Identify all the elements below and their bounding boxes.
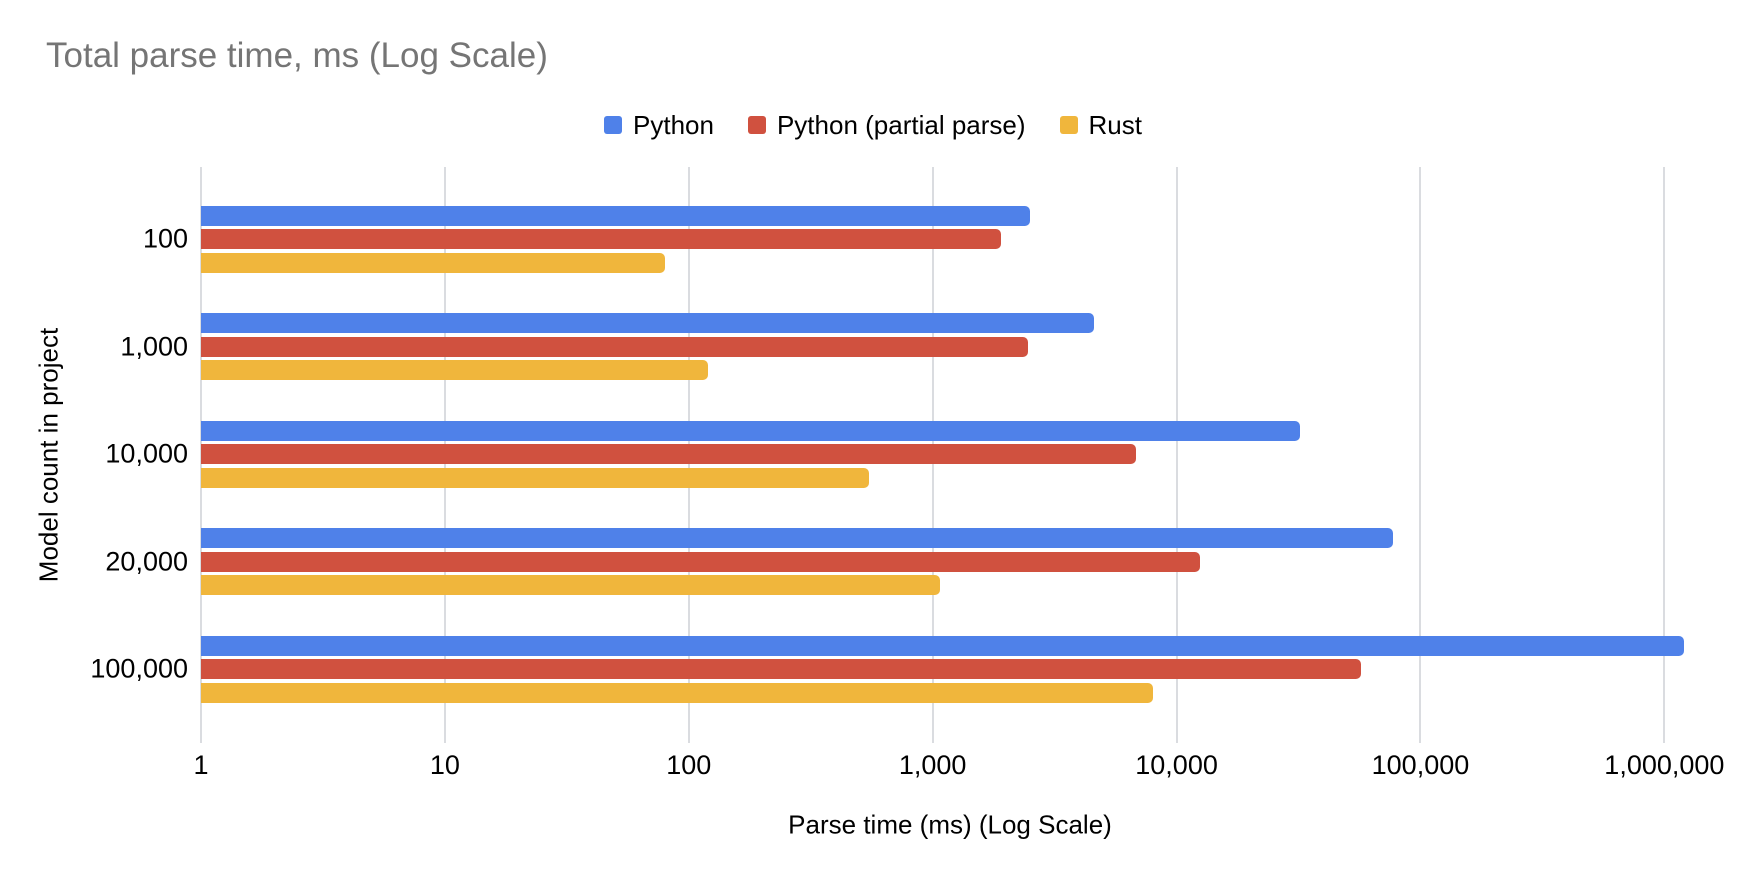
- bar-rust-100-000: [201, 682, 1153, 703]
- legend-label: Python (partial parse): [776, 109, 1026, 140]
- x-tick-label-100-000: 100,000: [1371, 750, 1470, 780]
- y-category-label-100-000: 100,000: [90, 653, 188, 684]
- y-category-label-10-000: 10,000: [105, 438, 188, 469]
- legend-label: Python: [633, 109, 714, 140]
- bar-python-1-000: [201, 313, 1095, 333]
- bar-python-100-000: [201, 635, 1684, 656]
- plot-area: [200, 167, 1700, 743]
- y-category-label-20-000: 20,000: [105, 546, 188, 576]
- x-tick-label-1: 1: [193, 750, 209, 780]
- bar-rust-20-000: [201, 575, 940, 595]
- bar-python-partial-parse-1-000: [201, 336, 1028, 357]
- legend-label: Rust: [1088, 109, 1142, 140]
- gridline-100-000: [1419, 167, 1422, 743]
- bar-python-20-000: [201, 528, 1393, 548]
- legend-swatch-python: [604, 116, 622, 134]
- x-tick-label-1-000-000: 1,000,000: [1604, 750, 1725, 780]
- legend-item-python-partial-parse: Python (partial parse): [747, 109, 1026, 141]
- legend: Python Python (partial parse) Rust: [604, 110, 1142, 140]
- chart-title: Total parse time, ms (Log Scale): [46, 36, 548, 75]
- bar-rust-1-000: [201, 360, 709, 380]
- y-axis-title: Model count in project: [33, 327, 64, 583]
- legend-swatch-rust: [1059, 116, 1078, 134]
- y-category-label-100: 100: [142, 223, 188, 254]
- x-tick-label-100: 100: [666, 750, 712, 780]
- bar-python-partial-parse-10-000: [201, 444, 1136, 464]
- gridline-10-000: [1175, 167, 1178, 743]
- legend-item-python: Python: [604, 110, 714, 141]
- bar-python-10-000: [201, 420, 1300, 441]
- bar-rust-100: [201, 252, 666, 273]
- y-category-label-1-000: 1,000: [120, 331, 188, 361]
- x-tick-label-1-000: 1,000: [898, 750, 967, 780]
- bar-python-100: [201, 205, 1030, 226]
- x-tick-label-10: 10: [429, 750, 460, 780]
- gridline-1-000-000: [1663, 167, 1666, 743]
- legend-item-rust: Rust: [1059, 109, 1142, 141]
- bar-python-partial-parse-100: [201, 229, 1001, 249]
- x-tick-label-10-000: 10,000: [1135, 750, 1218, 780]
- bar-rust-10-000: [201, 467, 870, 488]
- bar-python-partial-parse-100-000: [201, 659, 1361, 679]
- bar-python-partial-parse-20-000: [201, 551, 1201, 572]
- legend-swatch-python-partial-parse: [747, 116, 766, 134]
- x-axis-title: Parse time (ms) (Log Scale): [788, 809, 1112, 840]
